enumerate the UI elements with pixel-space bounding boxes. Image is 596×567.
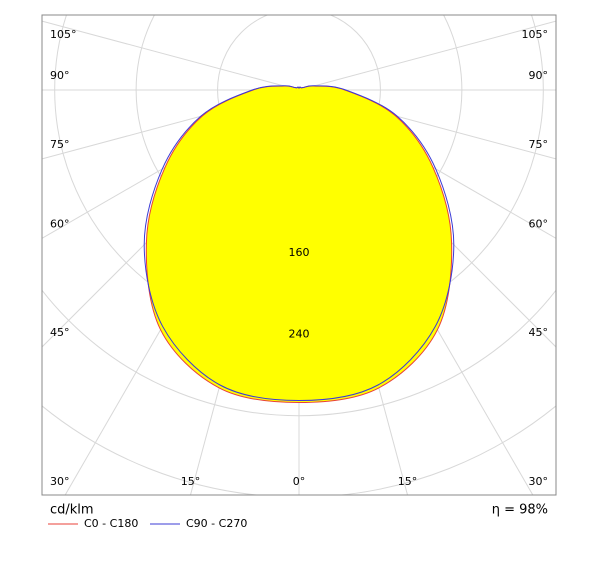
angle-label: 30°: [529, 475, 549, 488]
frame: [41, 14, 557, 496]
angle-label: 90°: [529, 69, 549, 82]
angle-label: 105°: [50, 28, 77, 41]
labels: 0° 15° 15° 30° 30° 45° 45° 60° 60° 75° 75° 90° 90° 10…: [50, 28, 548, 488]
angle-label: 0°: [293, 475, 306, 488]
angle-label: 60°: [529, 217, 549, 230]
plot: 160 240: [143, 85, 455, 404]
series-line: [143, 85, 455, 402]
angle-label: 90°: [50, 69, 70, 82]
angle-label: 75°: [50, 138, 70, 151]
angle-label: 45°: [50, 326, 70, 339]
angle-label: 105°: [522, 28, 549, 41]
angle-label: 15°: [398, 475, 418, 488]
angle-label: 60°: [50, 217, 70, 230]
angle-label: 45°: [529, 326, 549, 339]
r-tick-label: 160: [289, 246, 310, 259]
unit-label: cd/klm: [50, 503, 94, 518]
area-fill: [146, 85, 452, 403]
legend-label: C0 - C180: [84, 517, 138, 530]
grid-ray: [42, 20, 300, 91]
legend: C0 - C180 C90 - C270: [48, 517, 247, 530]
angle-label: 30°: [50, 475, 70, 488]
grid-ray: [298, 20, 556, 91]
legend-label: C90 - C270: [186, 517, 247, 530]
r-tick-label: 240: [289, 327, 310, 340]
angle-label: 75°: [529, 138, 549, 151]
angle-label: 15°: [181, 475, 201, 488]
efficiency-label: η = 98%: [492, 503, 548, 518]
